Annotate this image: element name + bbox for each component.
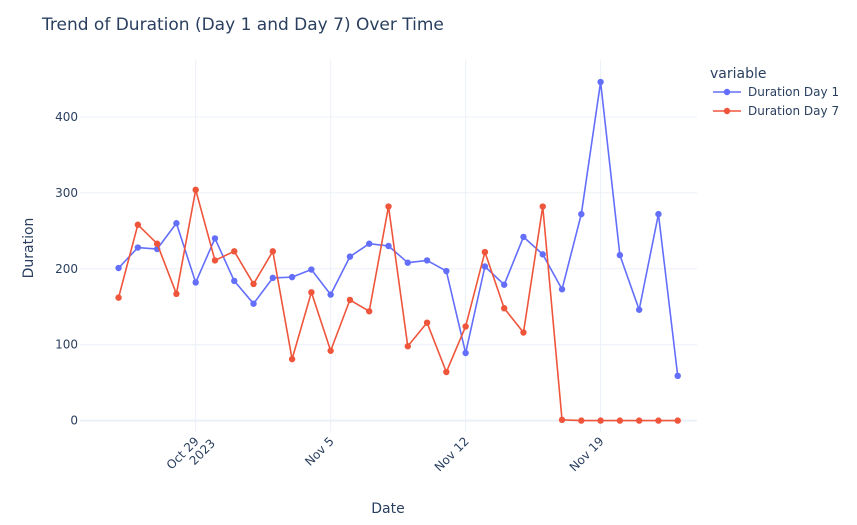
legend: variable Duration Day 1 Duration Day 7	[710, 66, 839, 118]
data-point	[655, 210, 662, 218]
legend-item: Duration Day 7	[713, 104, 839, 118]
data-point	[346, 296, 354, 304]
data-point	[597, 417, 604, 424]
data-point	[173, 220, 180, 227]
legend-swatch-marker	[723, 107, 731, 115]
x-tick-text: Nov 12	[432, 434, 472, 474]
data-point	[134, 244, 142, 251]
plot-area	[115, 78, 681, 424]
data-point	[192, 279, 199, 286]
data-point	[597, 78, 604, 86]
data-point	[500, 281, 508, 288]
series-line	[117, 189, 678, 422]
y-tick-label: 0	[70, 414, 78, 428]
data-point	[635, 417, 643, 424]
data-point	[269, 248, 277, 255]
data-point	[211, 257, 219, 264]
data-point	[250, 300, 257, 307]
data-point	[134, 221, 142, 228]
data-point	[635, 306, 643, 313]
y-axis-title: Duration	[21, 218, 37, 279]
data-point	[462, 349, 469, 357]
data-point	[231, 277, 238, 285]
data-point	[500, 305, 508, 312]
data-point	[346, 253, 354, 260]
data-point	[520, 233, 527, 241]
data-point	[423, 319, 431, 326]
data-point	[539, 251, 546, 258]
data-point	[192, 186, 199, 194]
y-tick-label: 200	[55, 262, 78, 276]
data-point	[308, 266, 315, 273]
x-tick-text: Nov 19	[567, 434, 607, 474]
data-point	[250, 280, 257, 288]
data-point	[308, 289, 315, 296]
chart-title: Trend of Duration (Day 1 and Day 7) Over…	[41, 15, 444, 35]
legend-title: variable	[710, 66, 766, 82]
legend-item: Duration Day 1	[713, 85, 839, 99]
data-point	[115, 264, 122, 272]
data-point	[443, 267, 450, 275]
data-point	[211, 235, 219, 242]
y-tick-label: 100	[55, 338, 78, 352]
y-axis-ticks: 0 100 200 300 400	[55, 110, 78, 428]
data-point	[327, 347, 334, 354]
data-point	[404, 259, 411, 266]
series-line	[117, 81, 679, 376]
data-point	[231, 248, 238, 255]
data-point	[404, 343, 411, 350]
data-point	[481, 248, 489, 256]
legend-label: Duration Day 7	[748, 104, 839, 118]
data-point	[385, 242, 392, 250]
data-point	[481, 263, 489, 270]
x-tick-text: Nov 5	[302, 434, 337, 469]
data-point	[655, 417, 662, 424]
data-point	[674, 417, 681, 424]
data-point	[674, 372, 681, 380]
data-point	[366, 308, 373, 315]
y-tick-label: 400	[55, 110, 78, 124]
data-point	[269, 274, 277, 282]
data-point	[327, 291, 334, 298]
x-tick-label: Nov 12	[432, 434, 472, 474]
data-point	[115, 294, 122, 301]
legend-label: Duration Day 1	[748, 85, 839, 99]
x-axis-title: Date	[371, 501, 404, 517]
data-point	[520, 329, 527, 336]
y-tick-label: 300	[55, 186, 78, 200]
data-point	[558, 416, 566, 424]
data-point	[539, 203, 546, 210]
data-point	[616, 417, 624, 424]
series-1	[115, 186, 681, 424]
data-point	[462, 323, 469, 330]
data-point	[578, 417, 585, 424]
grid-lines	[80, 60, 697, 432]
x-tick-label: Nov 19	[567, 434, 607, 474]
data-point	[616, 251, 624, 259]
data-point	[423, 257, 431, 264]
series-0	[115, 78, 681, 380]
x-tick-label: Nov 5	[302, 434, 337, 469]
data-point	[443, 368, 450, 376]
data-point	[578, 210, 585, 218]
data-point	[558, 286, 566, 293]
data-point	[385, 203, 392, 210]
data-point	[288, 273, 296, 281]
data-point	[173, 290, 180, 298]
data-point	[153, 240, 161, 247]
data-point	[288, 355, 296, 363]
legend-swatch-marker	[723, 88, 731, 96]
data-point	[366, 240, 373, 247]
